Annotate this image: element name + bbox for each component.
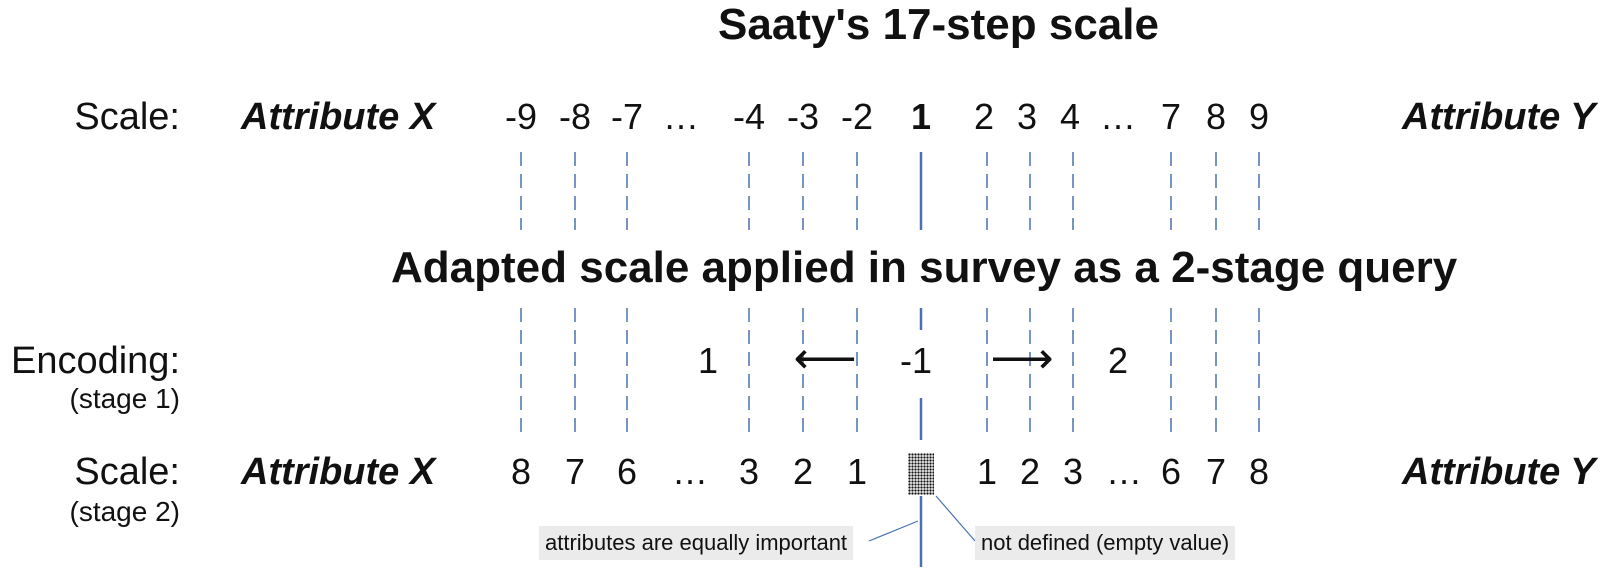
row1-tick: 2 [973,96,995,137]
left-arrow-icon: ⟵ [793,334,857,383]
row3-tick: 8 [510,451,532,492]
row1-tick: -7 [610,96,644,137]
callout-equal-line [868,520,919,542]
encoding-center-code: -1 [899,340,933,381]
row1-tick: -2 [840,96,874,137]
row1-tick: 8 [1205,96,1227,137]
row1-tick: 7 [1160,96,1182,137]
row3-tick: 3 [1062,451,1084,492]
title-mid: Adapted scale applied in survey as a 2-s… [391,243,1458,292]
row3-tick: 1 [976,451,998,492]
encoding-left-code: 1 [697,340,719,381]
row3-attribute-x: Attribute X [241,451,436,493]
row1-attribute-y: Attribute Y [1402,96,1596,138]
row3-tick: 7 [1205,451,1227,492]
row1-tick: … [1100,96,1136,137]
row3-sublabel: (stage 2) [69,496,181,527]
annotation-equal: attributes are equally important [539,526,854,560]
row1-tick: -9 [504,96,538,137]
row1-tick: 9 [1248,96,1270,137]
row2-label: Encoding: [10,340,180,382]
row3-tick: 6 [616,451,638,492]
row1-tick: … [663,96,699,137]
row1-tick: 1 [910,96,932,137]
row2-sublabel: (stage 1) [69,383,181,414]
row1-attribute-x: Attribute X [241,96,436,138]
row3-tick: 2 [1019,451,1041,492]
row1-tick: -4 [732,96,766,137]
undefined-value-cell [908,453,934,495]
row1-tick: 4 [1059,96,1081,137]
row1-tick: -3 [786,96,820,137]
row3-tick: 2 [792,451,814,492]
title-top: Saaty's 17-step scale [718,0,1159,49]
row1-tick: 3 [1016,96,1038,137]
row1-tick: -8 [558,96,592,137]
row3-tick: 7 [564,451,586,492]
encoding-right-code: 2 [1107,340,1129,381]
right-arrow-icon: ⟶ [990,334,1054,383]
row3-tick: 8 [1248,451,1270,492]
annotation-undefined: not defined (empty value) [975,526,1236,560]
row3-tick: … [672,451,708,492]
row3-tick: 3 [738,451,760,492]
row3-tick: … [1106,451,1142,492]
callout-undefined-line [935,495,976,542]
row3-tick: 6 [1160,451,1182,492]
row1-label: Scale: [74,96,180,138]
row3-tick: 1 [846,451,868,492]
row3-attribute-y: Attribute Y [1402,451,1596,493]
row3-label: Scale: [74,451,180,493]
